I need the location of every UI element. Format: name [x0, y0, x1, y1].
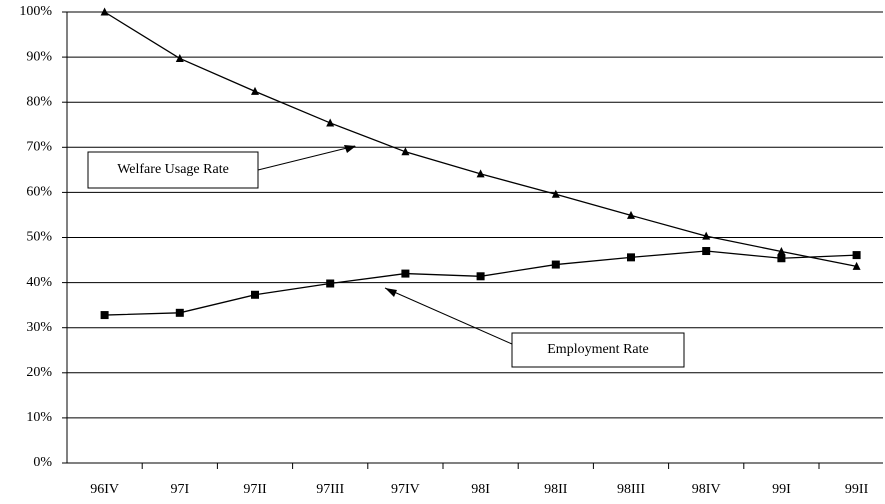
marker [476, 169, 485, 178]
x-tick-label: 98II [544, 482, 568, 497]
x-tick-label: 98III [617, 482, 645, 497]
marker [702, 231, 711, 240]
y-tick-label: 70% [26, 140, 52, 155]
x-tick-label: 98I [471, 482, 490, 497]
marker [852, 251, 861, 260]
marker [251, 290, 259, 299]
welfare-annotation: Welfare Usage Rate [87, 145, 356, 189]
annotation-box [511, 332, 685, 368]
y-tick-label: 60% [26, 185, 52, 200]
y-tick-label: 80% [26, 94, 52, 109]
marker [702, 247, 711, 256]
marker [175, 53, 184, 62]
y-tick-label: 0% [33, 455, 52, 470]
series-line [104, 11, 857, 268]
y-tick-label: 20% [26, 365, 52, 380]
marker [251, 86, 259, 95]
x-tick-label: 96IV [90, 482, 119, 497]
annotation: Employment Rate [547, 342, 648, 357]
x-tick-label: 99II [845, 482, 869, 497]
y-tick-label: 30% [26, 320, 52, 335]
x-tick-label: 97II [243, 482, 267, 497]
arrow-head [344, 145, 356, 153]
y-tick-label: 10% [26, 410, 52, 425]
marker [100, 7, 109, 16]
y-tick-label: 50% [26, 230, 52, 245]
x-tick-label: 97IV [391, 482, 420, 497]
marker [777, 246, 786, 255]
annotation-arrow [384, 287, 513, 345]
marker [326, 118, 335, 127]
marker [100, 311, 109, 320]
marker [401, 269, 410, 278]
annotation-box [87, 151, 259, 189]
marker [551, 189, 560, 198]
employment-annotation: Employment Rate [384, 287, 685, 368]
annotation: Welfare Usage Rate [117, 162, 229, 177]
x-tick-label: 99I [772, 482, 791, 497]
marker [326, 279, 335, 288]
annotation-arrow [257, 145, 356, 171]
marker [175, 308, 184, 317]
marker [401, 147, 410, 156]
y-tick-label: 90% [26, 49, 52, 64]
x-tick-label: 97I [170, 482, 189, 497]
x-tick-label: 97III [316, 482, 344, 497]
marker [852, 261, 861, 270]
y-tick-label: 40% [26, 275, 52, 290]
x-tick-label: 98IV [692, 482, 721, 497]
marker [627, 253, 635, 262]
arrow-head [385, 288, 397, 297]
marker [627, 210, 635, 219]
y-tick-label: 100% [19, 4, 52, 19]
marker [476, 272, 485, 281]
marker [551, 260, 560, 269]
marker [777, 254, 786, 263]
